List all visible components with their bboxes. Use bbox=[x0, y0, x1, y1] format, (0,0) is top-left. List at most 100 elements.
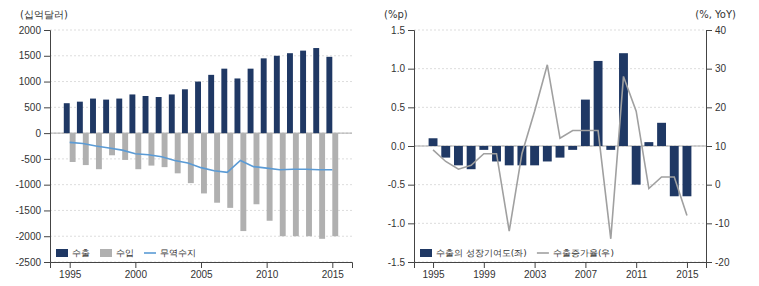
bar bbox=[109, 133, 115, 155]
tick-label: -500 bbox=[21, 154, 41, 165]
tick-label: 30 bbox=[715, 63, 727, 74]
tick-mark bbox=[332, 262, 333, 268]
tick: 20 bbox=[706, 102, 727, 113]
tick: -10 bbox=[706, 218, 730, 229]
legend-swatch bbox=[56, 249, 68, 257]
tick-label: 2010 bbox=[256, 269, 279, 280]
tick-mark bbox=[44, 107, 50, 108]
bar bbox=[267, 133, 273, 221]
tick-mark bbox=[44, 236, 50, 237]
tick-label: 1995 bbox=[59, 269, 82, 280]
y-axis-label: (%p) bbox=[384, 9, 408, 20]
bar bbox=[214, 133, 220, 203]
tick-mark bbox=[408, 107, 414, 108]
bar bbox=[429, 138, 438, 146]
grid-line bbox=[414, 223, 706, 224]
tick-mark bbox=[408, 30, 414, 31]
bar bbox=[606, 146, 615, 150]
tick-label: 1500 bbox=[19, 50, 42, 61]
bar bbox=[96, 133, 102, 169]
y2-axis-label: (%, YoY) bbox=[695, 9, 736, 20]
tick-label: 1.5 bbox=[391, 25, 405, 36]
bar bbox=[90, 99, 96, 134]
tick: 2015 bbox=[322, 262, 345, 280]
bar bbox=[64, 103, 70, 133]
chart-panel: 19952000200520102015-2500-2000-1500-1000… bbox=[15, 9, 352, 280]
axis-line bbox=[415, 263, 707, 269]
tick-mark bbox=[433, 262, 434, 268]
tick-mark bbox=[706, 69, 712, 70]
tick: -2000 bbox=[15, 231, 50, 242]
grid-line bbox=[414, 184, 706, 185]
tick-label: -10 bbox=[715, 218, 730, 229]
tick-label: -1.0 bbox=[388, 218, 406, 229]
bar bbox=[234, 78, 240, 133]
grid-line bbox=[50, 30, 352, 31]
tick: 1995 bbox=[422, 262, 445, 280]
legend-swatch bbox=[537, 252, 549, 254]
tick-mark bbox=[44, 30, 50, 31]
bar bbox=[103, 100, 109, 134]
legend-label: 수출 bbox=[72, 248, 90, 258]
tick: 1500 bbox=[19, 50, 50, 61]
tick-label: 1995 bbox=[422, 269, 445, 280]
tick: 2011 bbox=[626, 262, 648, 280]
legend-label: 무역수지 bbox=[160, 248, 196, 258]
bar-series bbox=[64, 48, 333, 133]
tick-label: 2011 bbox=[626, 269, 648, 280]
legend: 수출 수입 무역수지 bbox=[56, 248, 196, 258]
bar bbox=[300, 51, 306, 133]
x-axis: 1995 2000 2005 2010 2015 bbox=[51, 262, 353, 280]
tick: 500 bbox=[24, 102, 50, 113]
tick-mark bbox=[44, 210, 50, 211]
bar bbox=[116, 99, 122, 134]
tick: 2003 bbox=[524, 262, 547, 280]
bar bbox=[454, 146, 463, 165]
tick: 2005 bbox=[190, 262, 213, 280]
tick-mark bbox=[484, 262, 485, 268]
legend-label: 수출의 성장기여도(좌) bbox=[436, 248, 527, 258]
bar bbox=[568, 146, 577, 150]
bar bbox=[135, 133, 141, 169]
tick-mark bbox=[408, 146, 414, 147]
tick-label: -1.5 bbox=[388, 257, 406, 268]
legend-item: 수입 bbox=[100, 248, 134, 258]
bar bbox=[332, 133, 338, 236]
bar bbox=[208, 75, 214, 133]
bar bbox=[683, 146, 692, 196]
tick-label: 1.0 bbox=[391, 63, 405, 74]
tick: -1.5 bbox=[388, 257, 414, 268]
bar bbox=[182, 89, 188, 133]
marks bbox=[429, 53, 692, 239]
tick: 2000 bbox=[125, 262, 148, 280]
grid bbox=[50, 30, 352, 262]
tick: 1000 bbox=[19, 76, 50, 87]
bar bbox=[556, 146, 565, 158]
tick-label: -20 bbox=[715, 257, 730, 268]
tick-label: 0.0 bbox=[391, 141, 405, 152]
tick-mark bbox=[201, 262, 202, 268]
tick-mark bbox=[706, 30, 712, 31]
bar bbox=[326, 57, 332, 133]
bar bbox=[162, 133, 168, 167]
y2-axis: -20-10010203040 bbox=[706, 25, 730, 268]
line bbox=[433, 65, 687, 239]
grid-line bbox=[414, 107, 706, 108]
legend-item: 수출증가율(우) bbox=[537, 248, 614, 258]
legend-item: 무역수지 bbox=[144, 248, 196, 258]
bar bbox=[240, 133, 246, 231]
tick-label: 20 bbox=[715, 102, 727, 113]
tick-mark bbox=[267, 262, 268, 268]
legend: 수출의 성장기여도(좌) 수출증가율(우) bbox=[420, 248, 614, 258]
tick: 2007 bbox=[575, 262, 598, 280]
axis-line bbox=[51, 263, 353, 269]
bar bbox=[543, 146, 552, 161]
tick: 2000 bbox=[19, 25, 50, 36]
bar-series bbox=[429, 53, 692, 196]
tick-mark bbox=[706, 223, 712, 224]
bar bbox=[148, 133, 154, 165]
tick-mark bbox=[408, 185, 414, 186]
tick-mark bbox=[44, 133, 50, 134]
bar-series bbox=[70, 133, 339, 239]
bar bbox=[221, 69, 227, 133]
